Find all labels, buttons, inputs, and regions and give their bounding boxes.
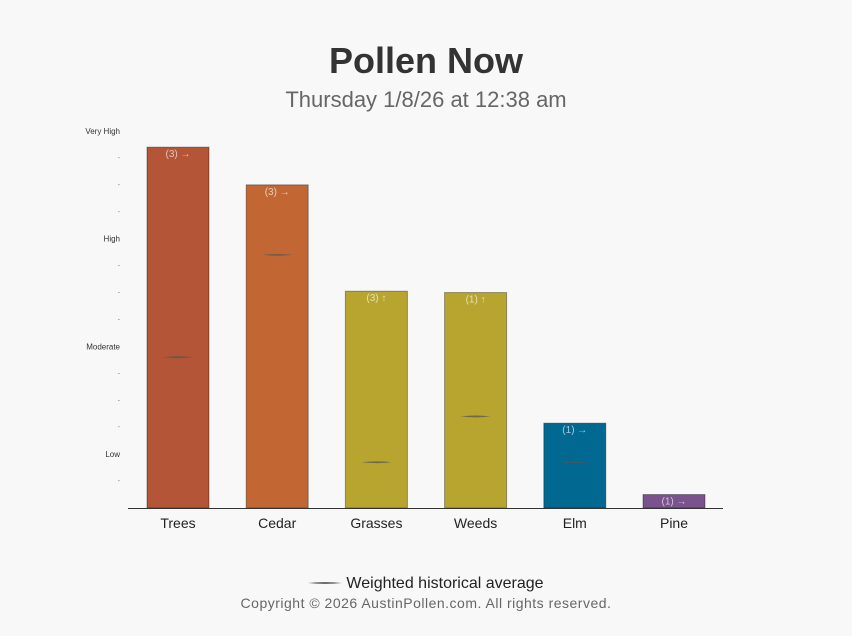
y-minor-tick: - xyxy=(118,182,121,189)
bar-label: (3) → xyxy=(166,149,191,160)
copyright-notice: Copyright © 2026 AustinPollen.com. All r… xyxy=(240,595,612,611)
y-minor-tick: - xyxy=(118,424,121,431)
historical-avg-marker xyxy=(460,415,491,418)
x-tick-label: Pine xyxy=(660,515,688,531)
y-minor-tick: - xyxy=(118,397,121,404)
page-title: Pollen Now xyxy=(328,40,523,81)
y-minor-tick: - xyxy=(118,370,121,377)
y-tick-label: Low xyxy=(105,450,120,459)
y-minor-tick: - xyxy=(118,317,121,324)
bar-cedar xyxy=(245,184,309,509)
chart-legend: Weighted historical average xyxy=(0,575,852,593)
y-tick-label: Moderate xyxy=(86,342,120,351)
bar-grasses xyxy=(344,290,408,509)
bar-label: (1) → xyxy=(662,497,687,508)
y-minor-tick: - xyxy=(118,478,121,485)
x-tick-label: Cedar xyxy=(258,515,296,531)
historical-avg-marker xyxy=(163,356,193,359)
y-minor-tick: - xyxy=(118,209,121,216)
historical-avg-marker xyxy=(361,461,392,464)
y-tick-label: High xyxy=(104,235,120,244)
historical-avg-marker xyxy=(559,461,590,464)
y-minor-tick: - xyxy=(118,263,121,270)
bar-label: (3) → xyxy=(265,187,290,198)
bar-trees xyxy=(146,146,210,509)
legend-avg-marker xyxy=(308,581,343,584)
x-tick-label: Trees xyxy=(160,515,195,531)
bar-elm xyxy=(543,422,607,509)
page-subtitle: Thursday 1/8/26 at 12:38 am xyxy=(285,87,567,112)
y-tick-label: Very High xyxy=(85,127,120,136)
x-tick-label: Weeds xyxy=(454,515,497,531)
legend-label: Weighted historical average xyxy=(346,575,544,592)
bar-label: (3) ↑ xyxy=(366,293,386,304)
historical-avg-marker xyxy=(262,253,293,256)
bar-weeds xyxy=(444,292,508,509)
y-minor-tick: - xyxy=(118,155,121,162)
bar-label: (1) → xyxy=(562,425,587,436)
x-tick-label: Grasses xyxy=(350,515,402,531)
bar-label: (1) ↑ xyxy=(466,295,486,306)
y-minor-tick: - xyxy=(118,290,121,297)
x-tick-label: Elm xyxy=(563,515,587,531)
pollen-bar-chart: Low Moderate High Very High - - - - - - - - - - (3) → T… xyxy=(85,127,723,531)
